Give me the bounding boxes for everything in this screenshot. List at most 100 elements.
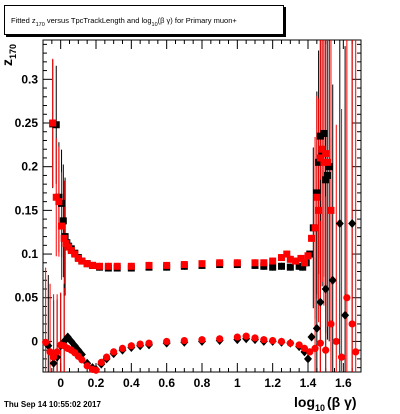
data-point [42, 338, 50, 346]
data-point [233, 333, 241, 341]
data-point [307, 332, 316, 342]
x-tick-label: 1.6 [335, 376, 352, 390]
data-point [335, 218, 344, 228]
data-point [145, 339, 153, 347]
data-point [299, 263, 307, 271]
data-point [322, 346, 330, 354]
data-point [136, 340, 144, 348]
y-axis-label-main: z [0, 59, 15, 66]
data-point [318, 150, 326, 158]
data-point [315, 206, 323, 214]
data-point [83, 362, 91, 370]
data-point [110, 348, 118, 356]
data-point [127, 342, 135, 350]
data-point [163, 337, 171, 346]
x-axis-label: log10 (β γ) [294, 394, 357, 413]
data-point [260, 336, 268, 344]
timestamp: Thu Sep 14 10:55:02 2017 [4, 400, 101, 409]
data-point [322, 150, 330, 158]
error-bars [45, 40, 357, 372]
data-point [316, 132, 324, 140]
y-tick-label: 0.25 [15, 116, 39, 130]
data-point [52, 121, 60, 129]
data-point [88, 261, 96, 269]
x-axis-label-suffix: (β γ) [327, 394, 357, 410]
data-markers [42, 119, 360, 374]
title-middle: versus TpcTrackLength and log [44, 16, 152, 25]
data-point [286, 339, 294, 347]
data-point [50, 353, 58, 361]
data-point [277, 337, 286, 346]
data-point [78, 257, 86, 265]
data-point [180, 261, 188, 269]
y-tick-label: 0.3 [21, 72, 38, 86]
data-point [321, 284, 330, 294]
data-point [295, 341, 303, 349]
data-point [283, 250, 291, 258]
x-tick-label: 1.2 [264, 376, 281, 390]
x-tick-label: 0.2 [88, 376, 105, 390]
data-point [348, 320, 356, 328]
data-point [97, 358, 105, 366]
data-point [198, 336, 206, 344]
data-point [74, 254, 82, 262]
data-point [313, 189, 321, 197]
title-z-subscript: 170 [35, 22, 45, 28]
data-point [320, 158, 328, 166]
data-point [295, 262, 303, 270]
data-point [328, 275, 337, 285]
data-point [78, 356, 86, 364]
x-axis-label-main: log [294, 394, 315, 410]
data-point [316, 339, 324, 347]
x-tick-label: 0 [57, 376, 64, 390]
data-point [315, 158, 323, 166]
data-point [320, 129, 328, 137]
data-point [332, 337, 340, 346]
data-point [348, 218, 357, 228]
data-point [269, 257, 277, 265]
data-point [242, 332, 250, 340]
data-point [103, 353, 111, 361]
data-point [325, 163, 333, 171]
data-point [311, 344, 319, 353]
data-point [313, 193, 321, 201]
data-point [316, 297, 325, 307]
data-point [292, 257, 300, 265]
x-tick-label: 0.4 [123, 376, 140, 390]
data-point [269, 336, 277, 345]
data-point [145, 261, 153, 269]
title-prefix: Fitted z [11, 16, 36, 25]
data-point [300, 344, 309, 353]
data-point [49, 119, 57, 127]
data-point [337, 353, 346, 361]
data-point [216, 259, 224, 267]
data-point [278, 254, 285, 262]
data-point [49, 358, 58, 368]
data-point [127, 262, 135, 270]
axis-ticks: 0 0.2 0.4 0.6 0.8 1 1.2 1.4 1.6 0 0.05 0.1 0.15 0.2 0.… [15, 40, 362, 390]
data-point [341, 310, 350, 320]
data-point [251, 259, 259, 267]
data-point [311, 224, 319, 232]
x-tick-label: 0.8 [194, 376, 211, 390]
data-point [278, 262, 285, 270]
y-tick-label: 0.15 [15, 203, 39, 217]
data-point [67, 247, 75, 255]
data-point [83, 260, 91, 268]
data-point [59, 217, 67, 225]
x-axis-label-sub: 10 [315, 403, 325, 413]
data-point [322, 176, 330, 184]
data-point [104, 262, 112, 270]
data-point [318, 145, 326, 153]
data-point [304, 354, 312, 364]
data-point [269, 263, 277, 271]
data-point [92, 366, 100, 374]
data-point [297, 254, 305, 262]
data-point [60, 234, 68, 242]
y-tick-label: 0.05 [15, 291, 39, 305]
data-point [251, 334, 259, 342]
title-suffix: (β γ) for Primary muon+ [157, 16, 237, 25]
data-point [55, 198, 63, 206]
data-point [352, 348, 360, 356]
